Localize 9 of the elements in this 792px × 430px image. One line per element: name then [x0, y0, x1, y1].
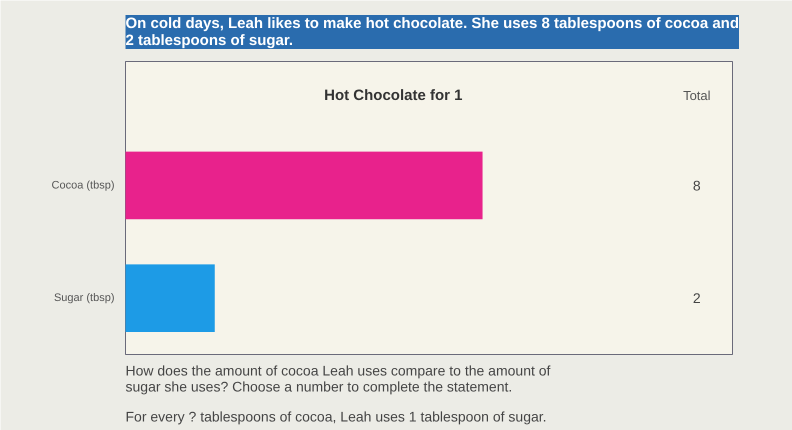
text: How does the amount of cocoa Leah uses compare to the amount of sugar she uses? Choose a number to complete the statement. — [126, 362, 551, 394]
y-tick-label: Cocoa (tbsp) — [52, 179, 115, 192]
data-label: 2 — [692, 290, 701, 306]
text: For every ? tablespoons of cocoa, Leah uses 1 tablespoon of sugar. — [126, 408, 547, 424]
legend-title: Total — [683, 88, 711, 103]
text: Hot Chocolate for 1 — [324, 86, 462, 104]
y-tick-label: Sugar (tbsp) — [54, 292, 115, 304]
chart-title: On cold days, Leah likes to make hot chocolate. She uses 8 tablespoons of cocoa and 2 tablespoons of sugar. — [126, 15, 739, 49]
data-label: 8 — [692, 177, 701, 194]
